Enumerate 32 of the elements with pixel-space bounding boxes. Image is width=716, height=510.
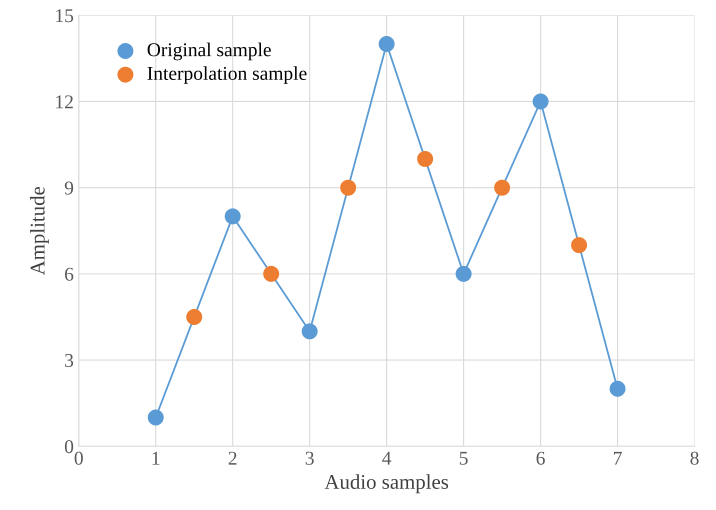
point bbox=[302, 323, 318, 340]
x-tick-label: 0 bbox=[74, 452, 83, 465]
legend-label: Interpolation sample bbox=[148, 66, 307, 84]
point bbox=[224, 208, 241, 224]
x-tick-label: 2 bbox=[228, 452, 236, 465]
y-tick-label: 15 bbox=[56, 9, 74, 22]
y-tick-label: 12 bbox=[56, 95, 73, 108]
legend-label: Original sample bbox=[148, 42, 271, 60]
x-tick-label: 8 bbox=[690, 452, 699, 465]
x-tick-label: 5 bbox=[460, 452, 468, 465]
point bbox=[263, 266, 280, 282]
point bbox=[456, 266, 472, 282]
x-tick-label: 4 bbox=[382, 452, 392, 465]
y-axis-title: Amplitude bbox=[30, 186, 49, 276]
point bbox=[186, 308, 202, 325]
point bbox=[610, 380, 626, 397]
x-tick-label: 3 bbox=[306, 452, 314, 465]
point bbox=[148, 410, 164, 426]
y-tick-label: 0 bbox=[64, 440, 74, 454]
y-tick-label: 6 bbox=[65, 268, 74, 281]
point bbox=[340, 180, 356, 196]
point bbox=[532, 94, 549, 110]
x-tick-label: 6 bbox=[536, 452, 545, 465]
point bbox=[571, 237, 588, 254]
x-tick-label: 7 bbox=[614, 452, 622, 465]
x-axis-title: Audio samples bbox=[324, 474, 448, 494]
point bbox=[417, 150, 434, 167]
x-tick-label: 1 bbox=[152, 452, 160, 465]
y-tick-label: 3 bbox=[65, 354, 74, 367]
point bbox=[494, 180, 510, 196]
y-tick-label: 9 bbox=[64, 182, 74, 195]
point bbox=[378, 36, 395, 52]
